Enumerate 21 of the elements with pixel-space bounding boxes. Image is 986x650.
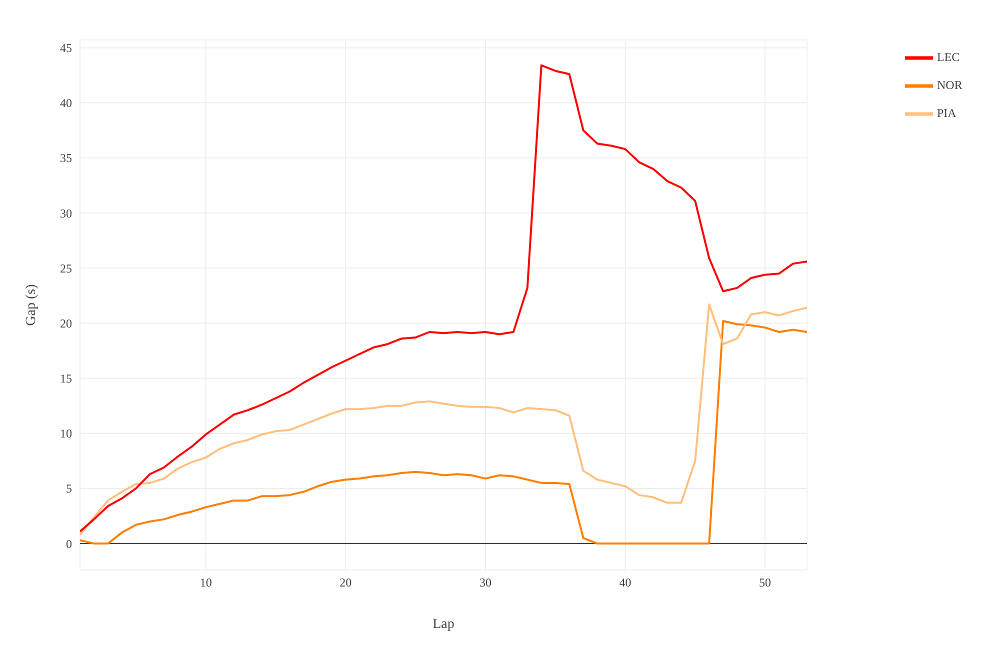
y-tick-label: 30 (60, 206, 72, 220)
y-tick-label: 0 (66, 536, 72, 551)
legend-label: LEC (937, 50, 960, 64)
x-tick-label: 40 (619, 576, 632, 590)
y-tick-label: 15 (60, 372, 72, 386)
x-tick-label: 30 (479, 576, 492, 590)
x-tick-label: 10 (200, 576, 212, 590)
y-tick-label: 45 (60, 40, 72, 55)
legend-label: PIA (937, 106, 956, 120)
y-axis-title: Gap (s) (24, 284, 39, 326)
y-tick-label: 35 (60, 151, 72, 166)
y-tick-label: 5 (66, 482, 72, 496)
line-series (80, 64, 807, 532)
x-tick-label: 50 (759, 576, 772, 590)
x-tick-label: 20 (340, 576, 352, 590)
legend-label: NOR (937, 78, 962, 92)
y-tick-label: 40 (60, 96, 72, 110)
y-tick-label: 25 (60, 261, 72, 276)
y-tick-label: 20 (60, 316, 72, 330)
y-tick-label: 10 (60, 426, 72, 441)
x-axis-title: Lap (432, 617, 454, 632)
